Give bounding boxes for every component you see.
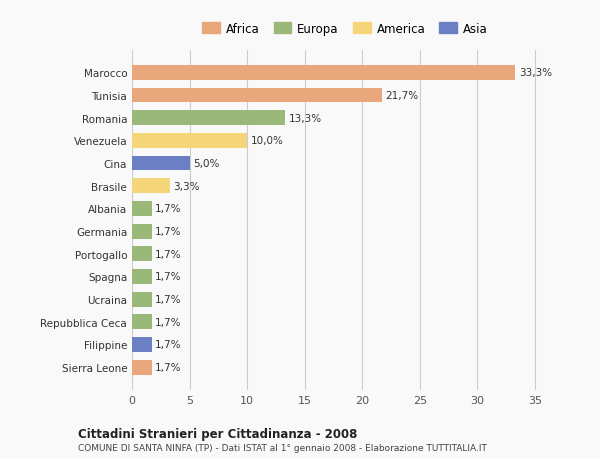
Text: 21,7%: 21,7% — [385, 91, 418, 101]
Text: 5,0%: 5,0% — [193, 159, 220, 169]
Text: 1,7%: 1,7% — [155, 340, 182, 350]
Bar — [132, 360, 152, 375]
Bar — [132, 247, 152, 262]
Bar — [132, 157, 190, 171]
Bar — [132, 315, 152, 330]
Text: 33,3%: 33,3% — [519, 68, 552, 78]
Text: 1,7%: 1,7% — [155, 227, 182, 237]
Text: Cittadini Stranieri per Cittadinanza - 2008: Cittadini Stranieri per Cittadinanza - 2… — [78, 427, 358, 440]
Text: 1,7%: 1,7% — [155, 295, 182, 304]
Text: 1,7%: 1,7% — [155, 204, 182, 214]
Text: 10,0%: 10,0% — [251, 136, 283, 146]
Bar — [132, 269, 152, 284]
Text: COMUNE DI SANTA NINFA (TP) - Dati ISTAT al 1° gennaio 2008 - Elaborazione TUTTIT: COMUNE DI SANTA NINFA (TP) - Dati ISTAT … — [78, 443, 487, 452]
Bar — [132, 202, 152, 216]
Bar — [132, 111, 285, 126]
Legend: Africa, Europa, America, Asia: Africa, Europa, America, Asia — [199, 19, 491, 39]
Text: 1,7%: 1,7% — [155, 272, 182, 282]
Bar — [132, 224, 152, 239]
Bar — [132, 292, 152, 307]
Bar — [132, 89, 382, 103]
Bar — [132, 179, 170, 194]
Text: 1,7%: 1,7% — [155, 317, 182, 327]
Text: 3,3%: 3,3% — [173, 181, 200, 191]
Bar — [132, 134, 247, 149]
Bar — [132, 337, 152, 352]
Bar — [132, 66, 515, 81]
Text: 13,3%: 13,3% — [289, 113, 322, 123]
Text: 1,7%: 1,7% — [155, 362, 182, 372]
Text: 1,7%: 1,7% — [155, 249, 182, 259]
